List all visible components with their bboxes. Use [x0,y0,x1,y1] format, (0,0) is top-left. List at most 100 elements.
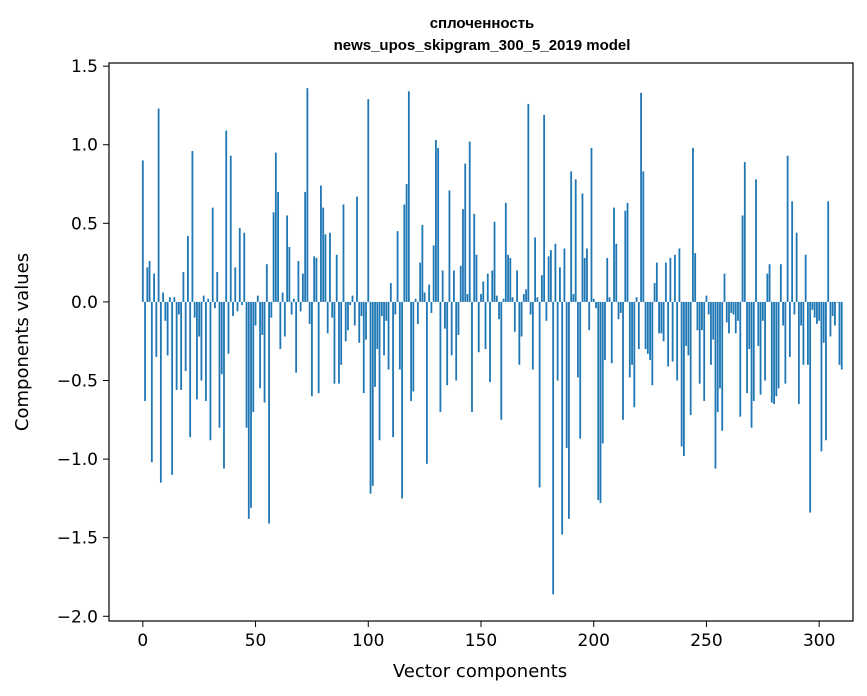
bar-157 [495,295,498,302]
bar-91 [347,301,349,331]
bar-229 [658,301,661,334]
bar-248 [701,301,703,331]
bar-195 [581,193,584,302]
bar-170 [525,289,527,302]
bar-273 [757,301,760,346]
bar-72 [304,191,307,302]
bar-183 [554,243,557,302]
bar-265 [739,301,742,417]
bar-21 [189,301,192,438]
bar-7 [157,108,160,302]
bar-86 [335,254,338,302]
bar-84 [331,301,334,318]
bar-231 [662,301,665,342]
bar-304 [827,201,830,302]
bar-245 [694,253,697,302]
x-axis-label: Vector components [393,661,567,682]
bar-70 [299,301,302,312]
bar-65 [288,246,291,302]
bar-158 [498,301,500,320]
bar-63 [283,301,286,337]
y-tick-label: 0.0 [71,293,98,313]
bar-197 [586,248,588,302]
bar-100 [367,99,370,302]
bar-95 [356,196,358,302]
bar-252 [710,301,712,365]
bar-184 [556,301,559,381]
bar-226 [651,301,654,386]
bar-117 [405,184,408,302]
bar-131 [437,147,440,302]
bar-42 [236,301,239,312]
bar-165 [513,301,516,332]
bar-111 [392,301,394,438]
bar-201 [595,301,597,309]
bar-138 [453,270,455,302]
bar-134 [444,301,446,329]
bar-27 [202,295,205,302]
bar-43 [238,228,241,302]
bar-61 [279,301,282,350]
x-tick-label: 300 [803,631,835,651]
bar-17 [180,301,183,390]
bar-series [141,88,843,595]
bar-59 [274,152,277,302]
bar-236 [673,254,676,302]
bar-247 [698,301,701,384]
bar-2 [146,267,149,302]
bar-22 [191,151,194,302]
bar-51 [256,295,259,302]
bar-88 [340,301,343,365]
bar-172 [529,301,532,315]
bar-198 [588,301,591,331]
bar-306 [831,301,834,317]
bar-0 [141,160,144,302]
bar-94 [353,301,356,326]
bar-64 [286,215,289,302]
bar-109 [387,301,390,370]
bar-68 [295,301,298,373]
bar-261 [730,301,733,313]
bar-280 [773,301,775,405]
bar-50 [254,301,257,326]
x-tick-label: 200 [578,631,610,651]
bar-113 [396,231,399,302]
bar-147 [473,213,476,302]
bar-40 [232,301,234,317]
x-tick-label: 0 [137,631,148,651]
bar-48 [250,301,252,508]
bar-301 [820,301,823,452]
bar-228 [655,262,658,302]
bar-264 [737,301,739,321]
bar-141 [459,265,462,302]
bar-101 [369,301,372,494]
bar-76 [313,256,316,302]
bar-46 [245,301,248,428]
x-axis: 0 50 100 150 200 250 300 [137,621,835,651]
bar-142 [462,209,464,302]
bar-123 [419,262,422,302]
bar-203 [599,301,602,504]
bar-233 [667,301,670,367]
bar-295 [807,301,809,365]
y-tick-label: −0.5 [57,372,98,392]
bar-199 [590,147,593,302]
bar-173 [531,301,534,370]
x-tick-label: 150 [465,631,497,651]
y-tick-label: 1.5 [71,57,98,77]
bar-272 [755,179,757,302]
bar-303 [825,301,827,441]
bar-267 [743,162,746,302]
bar-223 [644,301,647,350]
bar-239 [680,301,683,447]
bar-79 [320,185,322,302]
bar-8 [159,301,162,483]
bar-262 [732,301,735,315]
bar-235 [671,301,674,362]
bar-161 [504,202,507,302]
bar-260 [728,301,730,334]
bar-275 [761,301,764,321]
bar-37 [225,130,228,302]
bar-49 [252,301,255,412]
bar-196 [583,257,586,302]
